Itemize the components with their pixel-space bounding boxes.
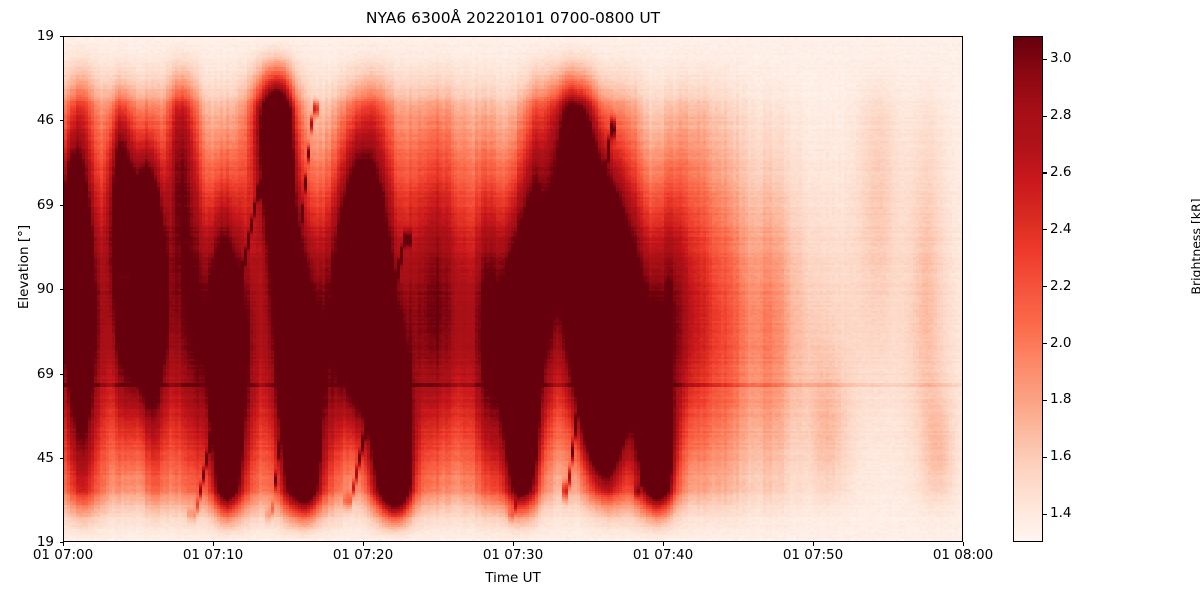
y-tick-label: 19	[36, 27, 54, 44]
x-tick-label: 01 07:50	[782, 547, 844, 563]
y-axis-label: Elevation [°]	[16, 224, 32, 310]
colorbar-tick-label: 3.0	[1050, 50, 1072, 67]
colorbar-tick-mark	[1043, 399, 1047, 401]
x-tick-label: 01 07:10	[182, 547, 244, 563]
heatmap-plot-area[interactable]	[63, 36, 963, 542]
x-axis-label: Time UT	[485, 570, 541, 586]
colorbar-tick-mark	[1043, 172, 1047, 174]
colorbar-tick-mark	[1043, 343, 1047, 345]
colorbar-tick-label: 2.2	[1050, 277, 1072, 294]
page-title: NYA6 6300Å 20220101 0700-0800 UT	[365, 9, 661, 27]
x-tick-mark	[363, 542, 365, 546]
y-tick-label: 46	[36, 111, 54, 128]
x-tick-label: 01 07:00	[32, 547, 94, 563]
keogram-heatmap[interactable]	[64, 37, 962, 541]
colorbar-tick-label: 1.4	[1050, 505, 1072, 522]
x-tick-mark	[513, 542, 515, 546]
colorbar-tick-mark	[1043, 115, 1047, 117]
y-tick-mark	[59, 542, 63, 544]
x-tick-label: 01 07:30	[482, 547, 544, 563]
colorbar-tick-label: 1.8	[1050, 391, 1072, 408]
y-tick-label: 90	[36, 280, 54, 297]
y-tick-label: 69	[36, 196, 54, 213]
y-tick-mark	[59, 374, 63, 376]
x-tick-mark	[213, 542, 215, 546]
x-tick-label: 01 07:40	[632, 547, 694, 563]
y-tick-label: 45	[36, 449, 54, 466]
colorbar-tick-mark	[1043, 58, 1047, 60]
x-tick-mark	[813, 542, 815, 546]
colorbar-tick-mark	[1043, 456, 1047, 458]
colorbar-label: Brightness [kR]	[1188, 198, 1200, 295]
x-tick-mark	[663, 542, 665, 546]
x-tick-label: 01 07:20	[332, 547, 394, 563]
colorbar-tick-label: 2.0	[1050, 334, 1072, 351]
x-tick-label: 01 08:00	[932, 547, 994, 563]
y-tick-mark	[59, 36, 63, 38]
y-tick-mark	[59, 205, 63, 207]
x-tick-mark	[63, 542, 65, 546]
colorbar-tick-label: 2.8	[1050, 107, 1072, 124]
colorbar-gradient	[1014, 37, 1042, 541]
y-tick-mark	[59, 458, 63, 460]
colorbar-tick-mark	[1043, 286, 1047, 288]
colorbar-tick-mark	[1043, 229, 1047, 231]
colorbar-tick-mark	[1043, 513, 1047, 515]
colorbar-tick-label: 1.6	[1050, 448, 1072, 465]
y-tick-label: 69	[36, 365, 54, 382]
y-tick-mark	[59, 120, 63, 122]
colorbar-tick-label: 2.6	[1050, 163, 1072, 180]
y-tick-label: 19	[36, 533, 54, 550]
x-tick-mark	[963, 542, 965, 546]
y-tick-mark	[59, 289, 63, 291]
colorbar-tick-label: 2.4	[1050, 220, 1072, 237]
colorbar[interactable]	[1013, 36, 1043, 542]
